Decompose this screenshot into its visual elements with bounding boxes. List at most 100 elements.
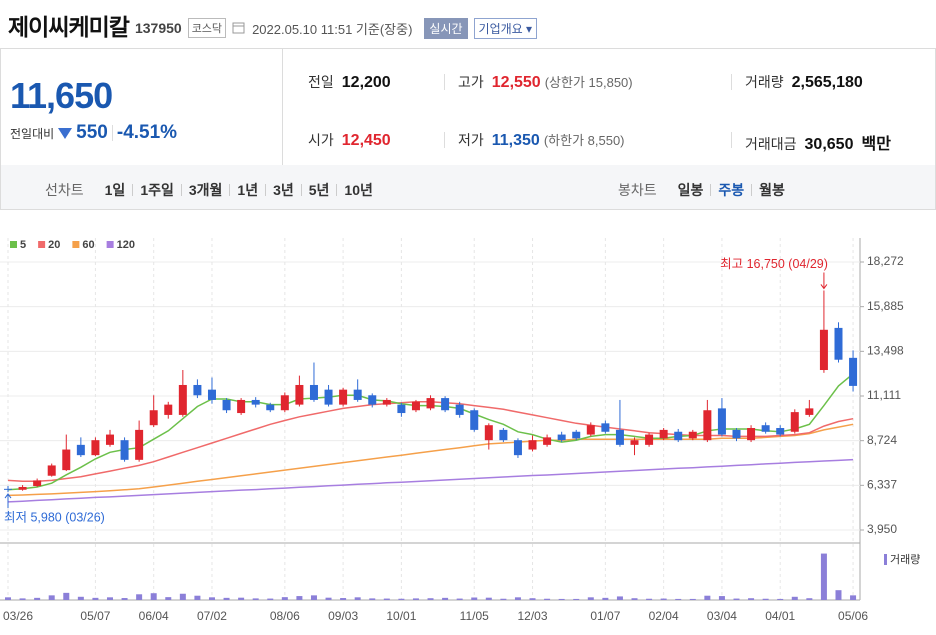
- calendar-icon: [232, 22, 245, 34]
- candle-body: [455, 404, 464, 415]
- volume-bar: [194, 595, 201, 600]
- candle-body: [193, 384, 202, 396]
- candle-body: [382, 399, 391, 405]
- volume-bar: [252, 598, 259, 600]
- candle-body: [411, 401, 420, 411]
- legend-label: 120: [117, 239, 135, 251]
- tab[interactable]: 3년: [265, 183, 301, 197]
- min-arrow: [4, 493, 12, 509]
- candle-body: [426, 398, 435, 409]
- candle-body: [528, 440, 537, 450]
- moving-average-line: [7, 401, 854, 483]
- volume-bar: [281, 597, 288, 600]
- line-chart-tabs: 선차트 1일 1주일 3개월 1년 3년 5년 10년: [45, 180, 380, 200]
- candle-body: [790, 412, 799, 432]
- candle-body: [819, 329, 828, 371]
- volume-bar: [456, 598, 463, 600]
- volume-legend: 거래량: [890, 553, 920, 566]
- candle-body: [557, 434, 566, 441]
- tab[interactable]: 일봉: [677, 182, 704, 198]
- y-tick-label: 3,950: [867, 522, 897, 536]
- change-label: 전일대비: [10, 126, 55, 141]
- summary-value: 12,550: [491, 74, 541, 91]
- volume-bar: [791, 596, 798, 600]
- candle-body: [33, 480, 42, 487]
- tab[interactable]: 5년: [300, 183, 337, 197]
- volume-bar: [718, 596, 725, 600]
- summary-value: 11,350: [491, 132, 540, 149]
- candle-body: [834, 327, 843, 360]
- volume-bar: [136, 594, 143, 600]
- volume-bar: [340, 598, 347, 600]
- volume-bar: [558, 598, 565, 600]
- candle-body: [309, 384, 318, 400]
- candle-body: [499, 429, 508, 441]
- volume-bar: [777, 598, 784, 600]
- volume-bar: [412, 598, 419, 600]
- tab[interactable]: 10년: [336, 183, 379, 197]
- volume-bar: [223, 597, 230, 600]
- candle-body: [615, 429, 624, 445]
- legend-label: 5: [20, 239, 26, 251]
- volume-bar: [820, 553, 827, 600]
- tab[interactable]: 1일: [104, 182, 126, 198]
- candle-body: [76, 444, 85, 456]
- stock-name: 제이씨케미칼: [8, 14, 130, 40]
- company-info-button[interactable]: 기업개요 ▾: [473, 17, 538, 39]
- volume-bar: [398, 598, 405, 600]
- volume-bar: [267, 598, 274, 600]
- volume-bar: [354, 597, 361, 600]
- x-tick-label: 12/03: [518, 609, 548, 623]
- separator: [731, 74, 732, 90]
- volume-bar: [587, 597, 594, 600]
- volume-bar: [77, 596, 84, 600]
- summary-label: 거래량: [745, 74, 784, 90]
- x-tick-label: 05/06: [838, 609, 868, 623]
- candle-body: [441, 398, 450, 411]
- y-tick-label: 6,337: [867, 478, 897, 492]
- volume-bar: [602, 597, 609, 600]
- candle-body: [470, 410, 479, 430]
- legend-label: 20: [48, 239, 60, 251]
- x-tick-label: 05/07: [80, 609, 110, 623]
- volume-bar: [675, 598, 682, 600]
- change-rate: -4.51%: [116, 122, 178, 143]
- candle-body: [47, 465, 56, 476]
- volume-bar: [238, 597, 245, 600]
- tab[interactable]: 주봉: [710, 183, 751, 197]
- candle-body: [266, 404, 275, 411]
- tab[interactable]: 1년: [229, 183, 265, 197]
- volume-bar: [34, 597, 41, 600]
- summary-cell: 시가 12,450: [308, 130, 391, 150]
- tab[interactable]: 1주일: [132, 183, 181, 197]
- candle-body: [18, 486, 27, 490]
- x-tick-label: 09/03: [328, 609, 358, 623]
- candle-body: [659, 429, 668, 439]
- separator: [444, 132, 445, 148]
- volume-bar: [5, 597, 11, 600]
- summary-cell: 거래대금 30,650 백만: [745, 130, 891, 154]
- volume-bar: [631, 598, 638, 600]
- volume-bar: [427, 598, 434, 600]
- tab[interactable]: 월봉: [751, 183, 792, 197]
- candle-body: [543, 437, 552, 445]
- summary-value: 30,650: [804, 136, 854, 153]
- tab[interactable]: 3개월: [180, 183, 230, 197]
- summary-cell: 저가 11,350 (하한가 8,550): [458, 130, 625, 150]
- volume-bar: [850, 595, 857, 600]
- candle-body: [805, 408, 814, 415]
- volume-bar: [733, 598, 740, 600]
- x-tick-label: 04/01: [765, 609, 795, 623]
- candle-body: [601, 423, 610, 432]
- candle-body: [222, 399, 231, 411]
- volume-bar: [369, 598, 376, 600]
- x-tick-label: 10/01: [386, 609, 416, 623]
- summary-label: 저가: [458, 132, 484, 148]
- candle-body: [178, 384, 187, 415]
- realtime-button[interactable]: 실시간: [424, 17, 468, 39]
- datetime: 2022.05.10 11:51 기준(장중): [252, 21, 413, 37]
- summary-note: (상한가 15,850): [544, 75, 633, 90]
- summary-value: 12,450: [341, 132, 391, 149]
- x-tick-label: 08/06: [270, 609, 300, 623]
- volume-bar: [442, 597, 449, 600]
